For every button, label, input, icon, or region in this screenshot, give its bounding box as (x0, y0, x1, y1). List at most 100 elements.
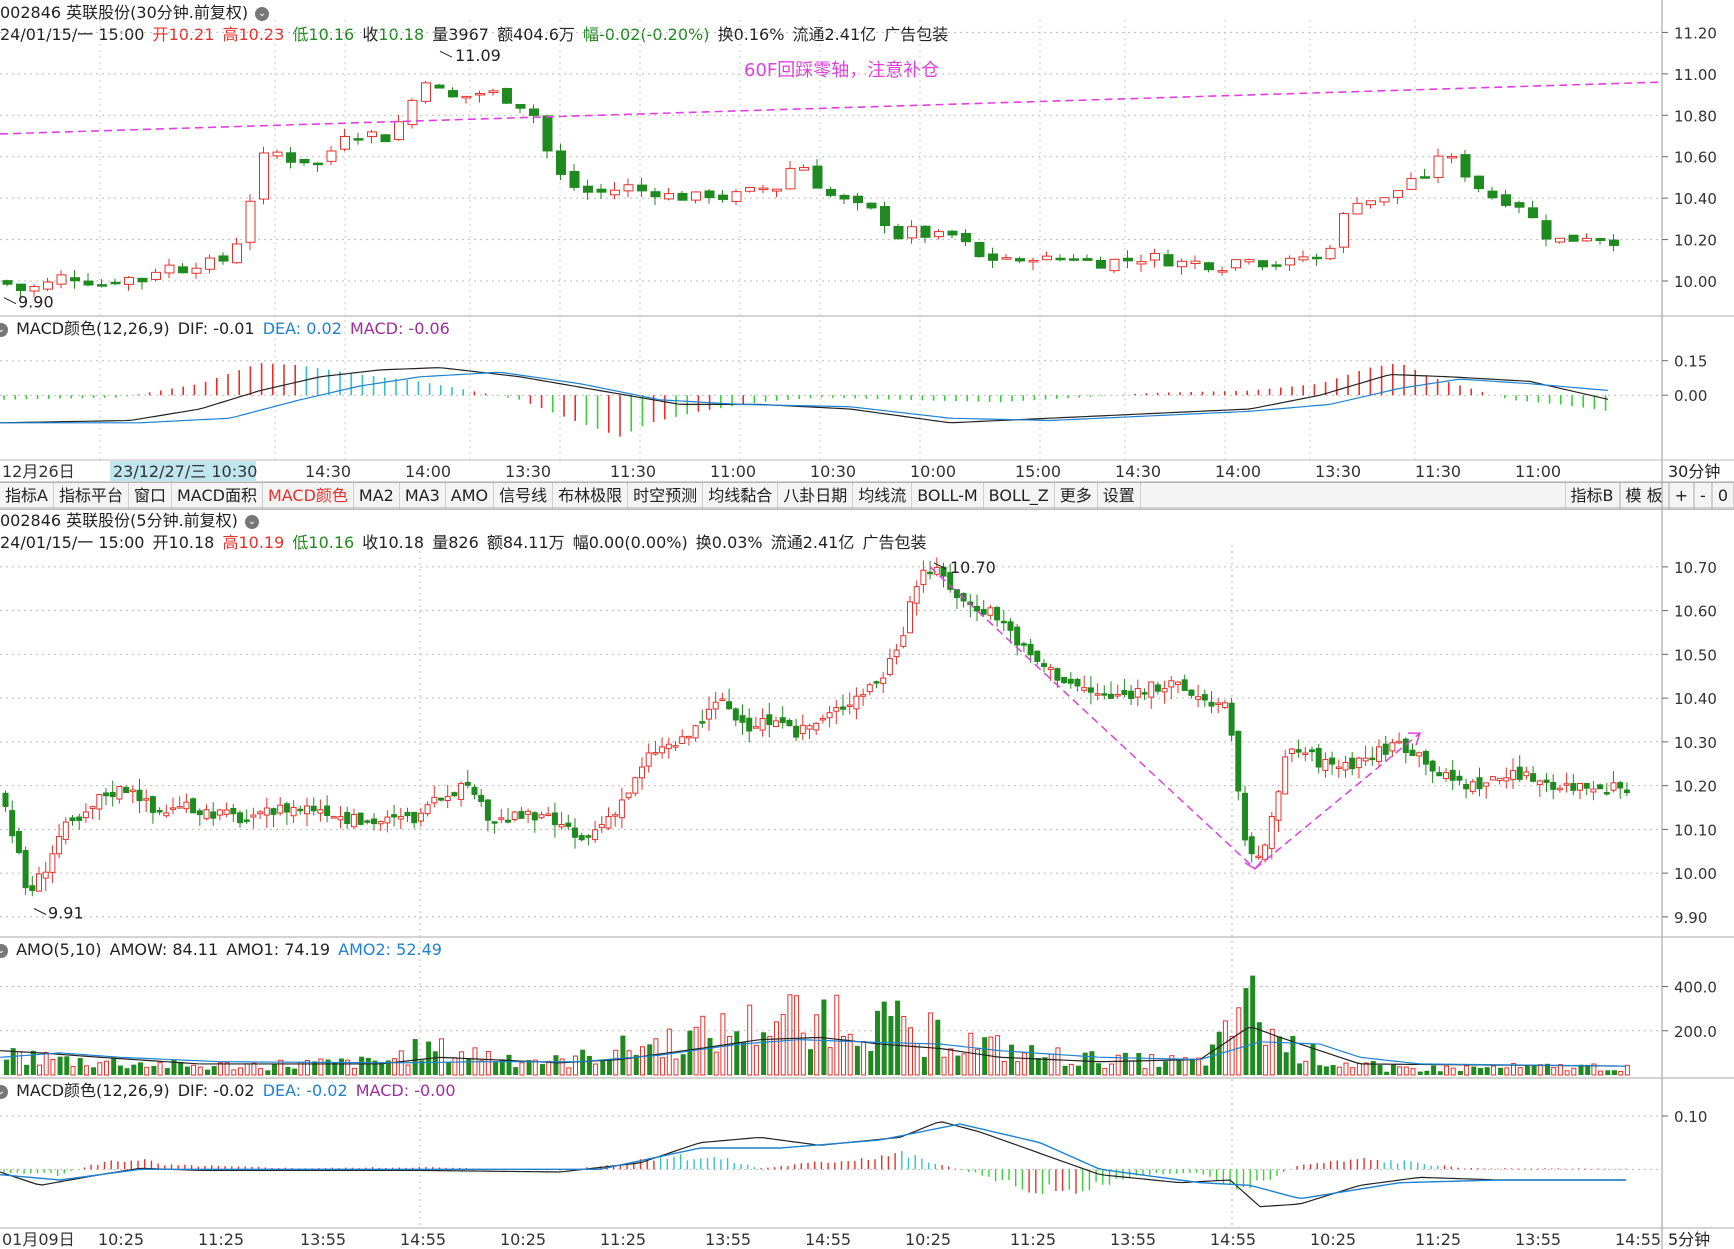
indicator-tab-4[interactable]: MACD颜色 (263, 483, 354, 509)
candle-body (43, 281, 53, 290)
volume-bar (1015, 1061, 1021, 1076)
x-axis-label: 11:00 (710, 462, 756, 481)
volume-bar (372, 1060, 378, 1075)
close-value: 10.18 (378, 25, 425, 44)
volume-bar (124, 1068, 130, 1075)
volume-bar (1297, 1063, 1303, 1075)
volume-bar (466, 1058, 472, 1075)
candle-body (880, 677, 887, 684)
candle-body (752, 726, 759, 729)
volume-bar (854, 1045, 860, 1075)
indicator-tab-11[interactable]: 均线黏合 (703, 483, 779, 509)
candle-body (1168, 680, 1175, 688)
indicator-tab-6[interactable]: MA3 (400, 483, 446, 509)
indicator-tab-17[interactable]: 设置 (1098, 483, 1141, 509)
candle-body (515, 103, 526, 109)
candle-body (123, 786, 130, 794)
volume-bar (881, 1001, 887, 1075)
volume-bar (546, 1060, 552, 1076)
volume-bar (1444, 1065, 1449, 1076)
toolbar-right-4[interactable]: 0 (1711, 483, 1734, 509)
volume-bar (251, 1062, 257, 1076)
indicator-tab-1[interactable]: 指标平台 (54, 483, 129, 509)
candle-body (1001, 257, 1012, 260)
indicator-tab-2[interactable]: 窗口 (129, 483, 172, 509)
candle-body (1541, 220, 1552, 240)
candle-body (893, 649, 900, 658)
indicator-tab-16[interactable]: 更多 (1055, 483, 1098, 509)
candle-body (873, 681, 880, 684)
volume-bar (767, 1035, 773, 1076)
volume-bar (821, 999, 827, 1075)
indicator-tab-10[interactable]: 时空预测 (628, 483, 704, 509)
candle-body (967, 601, 974, 606)
candle-body (178, 266, 188, 274)
indicator-tab-14[interactable]: BOLL-M (912, 483, 984, 509)
toolbar-right-3[interactable]: - (1694, 483, 1712, 509)
candle-body (605, 816, 612, 829)
candle-body (766, 714, 773, 725)
chevron-down-icon[interactable]: ⌄ (255, 6, 270, 21)
candle-body (1190, 260, 1201, 264)
candle-body (9, 810, 16, 837)
candle-body (1054, 668, 1061, 681)
toolbar-right-1[interactable]: 模 板 (1619, 483, 1669, 509)
volume-bar (1156, 1066, 1162, 1075)
indicator-tab-0[interactable]: 指标A (0, 483, 54, 509)
volume-bar (452, 1057, 458, 1076)
indicator-tab-5[interactable]: MA2 (354, 483, 400, 509)
candle-body (1617, 782, 1624, 789)
candle-body (718, 194, 728, 200)
volume-bar (1277, 1036, 1282, 1075)
volume-bar (472, 1047, 478, 1076)
candle-body (1590, 788, 1597, 793)
volume-bar (4, 1059, 9, 1075)
candle-body (1474, 175, 1484, 190)
macd-dea-line (0, 371, 1609, 424)
volume-bar (184, 1066, 190, 1075)
candle-body (1248, 836, 1255, 855)
indicator-tab-9[interactable]: 布林极限 (553, 483, 629, 509)
indicator-tab-8[interactable]: 信号线 (494, 483, 554, 509)
candle-body (907, 226, 917, 239)
volume-bar (30, 1050, 36, 1075)
y-tick-label: 10.10 (1674, 821, 1717, 839)
bottom-macd-header: ⌄ MACD颜色(12,26,9) DIF: -0.02 DEA: -0.02 … (0, 1080, 459, 1102)
volume-bar (493, 1061, 499, 1075)
low-mark-arrow (33, 908, 47, 915)
volume-bar (292, 1068, 298, 1075)
indicator-tab-12[interactable]: 八卦日期 (778, 483, 854, 509)
indicator-tab-15[interactable]: BOLL_Z (984, 483, 1055, 509)
candle-body (156, 810, 163, 813)
chevron-down-icon[interactable]: ⌄ (0, 1084, 8, 1099)
y-tick-label: 10.60 (1674, 149, 1717, 167)
x-axis-label: 10:25 (905, 1230, 951, 1249)
volume-bar (593, 1063, 599, 1076)
candle-body (1047, 667, 1054, 671)
volume-bar (532, 1059, 538, 1076)
chevron-down-icon[interactable]: ⌄ (0, 322, 8, 337)
indicator-tab-13[interactable]: 均线流 (853, 483, 913, 509)
candle-body (1028, 259, 1039, 263)
candle-body (1161, 688, 1168, 693)
indicator-tab-7[interactable]: AMO (446, 483, 495, 509)
toolbar-right-2[interactable]: + (1668, 483, 1695, 509)
candle-body (1610, 782, 1617, 791)
chevron-down-icon[interactable]: ⌄ (244, 514, 259, 529)
candle-body (471, 786, 478, 795)
chevron-down-icon[interactable]: ⌄ (0, 943, 8, 958)
support-line (0, 81, 1661, 135)
candle-body (218, 255, 229, 262)
indicator-tab-3[interactable]: MACD面积 (172, 483, 263, 509)
toolbar-right-0[interactable]: 指标B (1564, 483, 1620, 509)
volume-bar (613, 1049, 619, 1076)
candle-body (1148, 681, 1155, 698)
x-axis-label: 11:30 (610, 462, 656, 481)
candle-body (685, 735, 692, 739)
volume-bar (1068, 1063, 1074, 1076)
volume-bar (914, 1042, 920, 1076)
x-axis-label: 11:30 (1415, 462, 1461, 481)
candle-body (1268, 815, 1275, 849)
candle-body (866, 202, 877, 209)
